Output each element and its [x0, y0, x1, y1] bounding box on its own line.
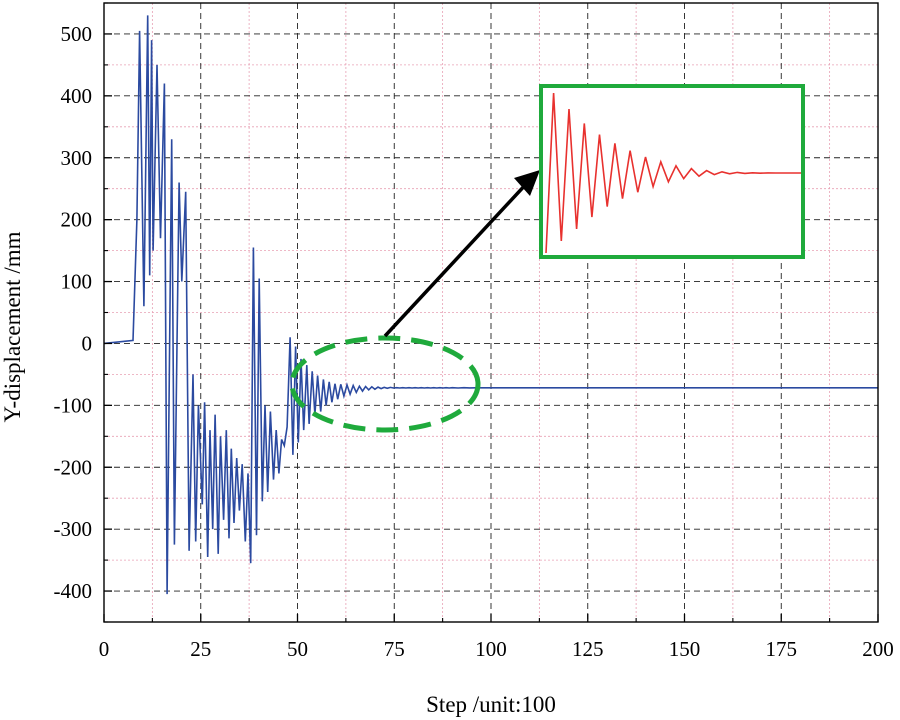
- y-tick-label: -300: [54, 517, 93, 541]
- y-tick-label: 0: [82, 331, 93, 355]
- y-axis-title: Y-displacement /mm: [0, 231, 25, 422]
- x-axis-title: Step /unit:100: [426, 692, 556, 717]
- x-tick-label: 0: [99, 637, 110, 661]
- x-tick-label: 50: [287, 637, 308, 661]
- x-tick-label: 100: [475, 637, 507, 661]
- y-tick-label: -100: [54, 393, 93, 417]
- x-tick-label: 200: [862, 637, 894, 661]
- y-tick-label: 100: [61, 270, 93, 294]
- y-tick-label: 200: [61, 208, 93, 232]
- y-tick-label: 400: [61, 84, 93, 108]
- inset-box: [539, 84, 805, 259]
- y-tick-label: -400: [54, 579, 93, 603]
- x-tick-label: 25: [190, 637, 211, 661]
- x-tick-label: 125: [572, 637, 604, 661]
- y-tick-label: 300: [61, 146, 93, 170]
- axes: [103, 2, 879, 623]
- x-tick-label: 75: [384, 637, 405, 661]
- zoom-arrow: [383, 180, 530, 338]
- x-tick-label: 150: [669, 637, 701, 661]
- highlight-ellipse: [289, 335, 481, 433]
- y-tick-label: -200: [54, 455, 93, 479]
- zoom-arrow-head: [514, 170, 540, 196]
- series-line-y-displacement: [103, 15, 878, 595]
- tick-labels: 0 25 50 75 100 125 150 175 200 -400 -300 -200 -100 0 1…: [54, 22, 894, 661]
- x-tick-label: 175: [766, 637, 798, 661]
- inset-series-line: [545, 92, 801, 254]
- y-tick-label: 500: [61, 22, 93, 46]
